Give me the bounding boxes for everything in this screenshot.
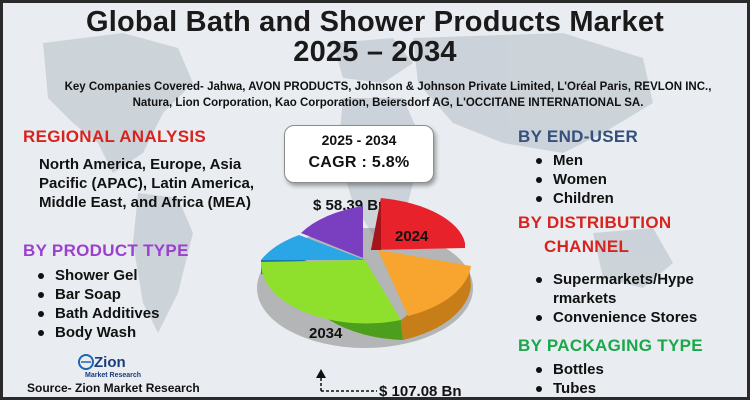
list-item: Bottles <box>533 360 604 379</box>
list-item-continued: rmarkets <box>553 290 617 307</box>
pie-slice-purple <box>301 206 363 258</box>
pie-slice-lime <box>260 260 401 324</box>
page-title: Global Bath and Shower Products Market 2… <box>3 7 747 67</box>
year-2034-label: 2034 <box>309 325 343 342</box>
list-item: Body Wash <box>35 323 159 342</box>
cagr-period: 2025 - 2034 <box>321 132 397 148</box>
zion-logo-icon: Zion Market Research <box>78 354 141 379</box>
list-item: Men <box>533 151 614 170</box>
end-user-list: Men Women Children <box>533 151 614 208</box>
packaging-heading: BY PACKAGING TYPE <box>518 336 703 355</box>
zion-logo: Zion Market Research <box>77 353 147 379</box>
key-companies: Key Companies Covered- Jahwa, AVON PRODU… <box>39 79 737 111</box>
companies-line-2: Natura, Lion Corporation, Kao Corporatio… <box>132 97 644 109</box>
list-item: Tubes <box>533 379 604 397</box>
source-note: Source- Zion Market Research <box>27 381 200 395</box>
pie-slice-red-side <box>371 198 381 250</box>
distribution-heading-line-2: CHANNEL <box>544 237 630 256</box>
cagr-box: 2025 - 2034 CAGR : 5.8% <box>284 125 434 183</box>
title-line-1: Global Bath and Shower Products Market <box>85 6 665 38</box>
product-type-heading: BY PRODUCT TYPE <box>23 241 189 260</box>
list-item: Bath Additives <box>35 304 159 323</box>
regional-analysis-text: North America, Europe, Asia Pacific (APA… <box>39 156 255 211</box>
list-item: Children <box>533 189 614 208</box>
distribution-heading-line-1: BY DISTRIBUTION <box>518 213 672 232</box>
list-item: Shower Gel <box>35 266 159 285</box>
logo-word: Zion <box>94 354 126 371</box>
end-user-heading: BY END-USER <box>518 127 639 146</box>
regional-analysis-heading: REGIONAL ANALYSIS <box>23 127 207 146</box>
companies-line-1: Key Companies Covered- Jahwa, AVON PRODU… <box>64 81 712 93</box>
distribution-list: Supermarkets/Hype rmarkets Convenience S… <box>533 270 697 327</box>
pie-slice-orange <box>378 250 471 316</box>
list-item: Women <box>533 170 614 189</box>
market-value-2024: $ 58.39 Bn <box>313 197 388 214</box>
market-value-2034: $ 107.08 Bn <box>379 383 462 400</box>
list-item: Convenience Stores <box>533 308 697 327</box>
packaging-list: Bottles Tubes <box>533 360 604 397</box>
list-item: Bar Soap <box>35 285 159 304</box>
market-pie-chart <box>257 198 473 348</box>
title-line-2: 2025 – 2034 <box>293 36 457 68</box>
year-2024-label: 2024 <box>395 228 429 245</box>
list-item: Supermarkets/Hype <box>533 270 697 289</box>
product-type-list: Shower Gel Bar Soap Bath Additives Body … <box>35 266 159 342</box>
cagr-value: CAGR : 5.8% <box>308 154 410 171</box>
arrow-2034-icon <box>316 369 377 392</box>
pie-slice-blue <box>261 235 365 260</box>
pie-slice-red <box>371 198 465 250</box>
logo-subword: Market Research <box>85 372 141 379</box>
